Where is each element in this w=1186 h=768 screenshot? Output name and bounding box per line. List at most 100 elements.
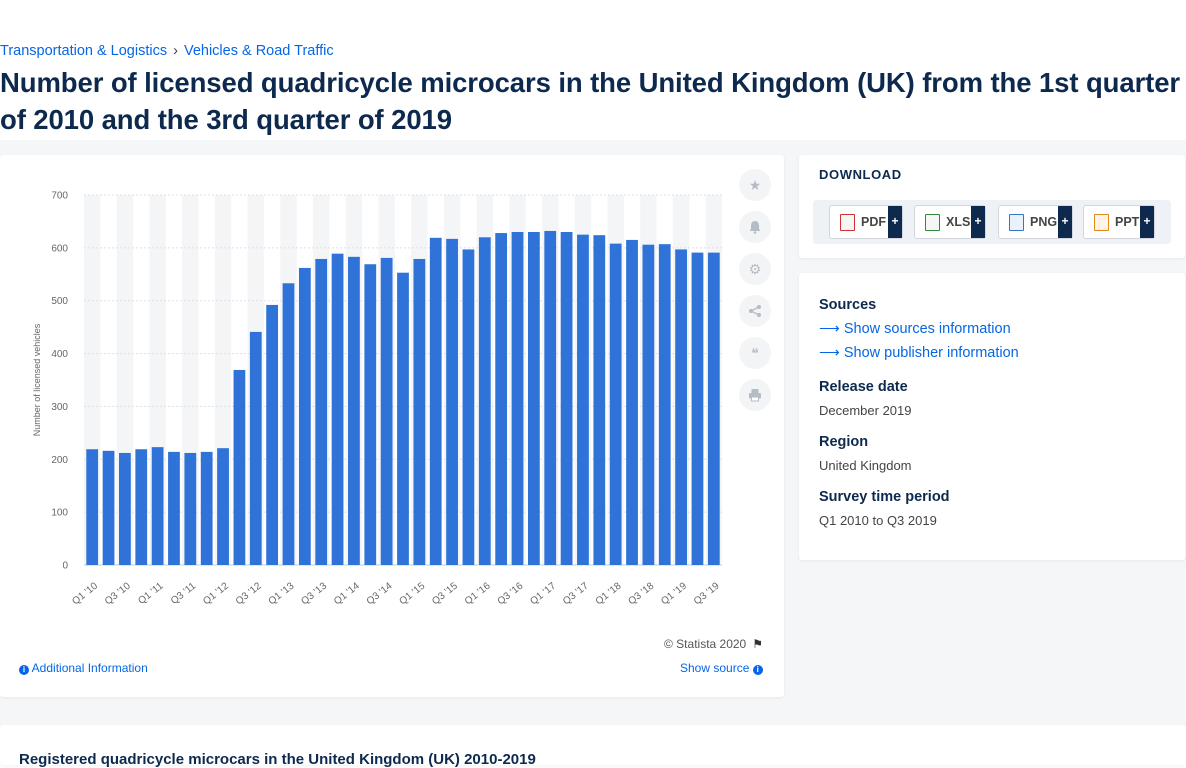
y-tick-label: 200 <box>51 455 68 466</box>
breadcrumb-separator: › <box>173 43 178 59</box>
show-source-link[interactable]: Show source i <box>680 661 763 675</box>
download-buttons-row: PDF + XLS + PNG + PPT + <box>813 200 1171 244</box>
release-date-label: Release date <box>819 379 908 395</box>
region-label: Region <box>819 434 869 450</box>
bar[interactable] <box>266 304 279 565</box>
gear-icon[interactable]: ⚙ <box>739 253 771 285</box>
bar[interactable] <box>544 230 557 565</box>
share-icon[interactable] <box>739 295 771 327</box>
bar[interactable] <box>511 232 524 565</box>
x-tick-label: Q3 '15 <box>430 580 460 607</box>
bar[interactable] <box>642 244 655 565</box>
y-tick-label: 300 <box>51 402 68 413</box>
x-tick-label: Q1 '12 <box>201 580 231 607</box>
ppt-label: PPT <box>1115 215 1140 229</box>
survey-period-label: Survey time period <box>819 489 950 505</box>
y-tick-label: 100 <box>51 508 68 519</box>
png-plus-icon[interactable]: + <box>1058 206 1072 238</box>
bar[interactable] <box>593 235 606 565</box>
copyright-notice: © Statista 2020 ⚑ <box>664 637 763 651</box>
bar[interactable] <box>691 252 704 565</box>
additional-information-link[interactable]: i Additional Information <box>19 661 148 675</box>
info-icon: i <box>752 665 763 675</box>
show-publisher-label: Show publisher information <box>843 345 1019 361</box>
x-tick-label: Q1 '13 <box>267 580 297 607</box>
png-file-icon <box>1009 213 1024 231</box>
download-png-button[interactable]: PNG + <box>998 205 1073 239</box>
bar[interactable] <box>86 449 99 565</box>
bar[interactable] <box>577 234 589 565</box>
bar[interactable] <box>184 452 197 565</box>
show-sources-label: Show sources information <box>843 321 1011 337</box>
bar[interactable] <box>429 237 442 566</box>
bar[interactable] <box>478 237 491 565</box>
x-tick-label: Q3 '10 <box>103 580 133 607</box>
bar[interactable] <box>217 448 229 565</box>
bar[interactable] <box>609 243 622 565</box>
bar[interactable] <box>658 244 671 565</box>
bar[interactable] <box>446 238 458 565</box>
additional-information-label: Additional Information <box>31 661 148 675</box>
x-tick-label: Q1 '15 <box>397 580 427 607</box>
download-xls-button[interactable]: XLS + <box>914 205 986 239</box>
x-tick-label: Q3 '12 <box>234 580 264 607</box>
info-card: Sources ⟶ Show sources information ⟶ Sho… <box>799 273 1185 560</box>
bar[interactable] <box>200 451 213 565</box>
x-tick-label: Q1 '19 <box>659 580 689 607</box>
pdf-label: PDF <box>861 215 886 229</box>
png-label: PNG <box>1030 215 1058 229</box>
bar[interactable] <box>298 267 311 565</box>
bar[interactable] <box>151 447 164 565</box>
x-tick-label: Q3 '17 <box>561 580 591 607</box>
show-publisher-link[interactable]: ⟶ Show publisher information <box>819 345 1019 361</box>
breadcrumb-transportation-logistics[interactable]: Transportation & Logistics <box>0 43 168 59</box>
show-sources-link[interactable]: ⟶ Show sources information <box>819 321 1011 337</box>
bar[interactable] <box>282 283 295 565</box>
y-tick-label: 0 <box>62 561 68 572</box>
page-title: Number of licensed quadricycle microcars… <box>0 67 1181 135</box>
copyright-text: © Statista 2020 <box>664 637 747 651</box>
x-tick-label: Q3 '16 <box>496 580 526 607</box>
bar[interactable] <box>102 450 115 565</box>
ppt-file-icon <box>1094 213 1109 231</box>
x-tick-label: Q1 '10 <box>70 580 100 607</box>
bar[interactable] <box>560 232 573 565</box>
region-value: United Kingdom <box>819 458 912 473</box>
star-icon[interactable]: ★ <box>739 169 771 201</box>
pdf-plus-icon[interactable]: + <box>888 206 902 238</box>
breadcrumb-vehicles-road-traffic[interactable]: Vehicles & Road Traffic <box>183 43 334 59</box>
bar[interactable] <box>331 253 344 565</box>
bar[interactable] <box>527 232 540 565</box>
bar[interactable] <box>119 452 131 565</box>
bar[interactable] <box>380 257 393 565</box>
sources-label: Sources <box>819 297 877 313</box>
bar[interactable] <box>168 451 180 565</box>
flag-icon[interactable]: ⚑ <box>752 637 763 651</box>
bar[interactable] <box>233 369 246 565</box>
x-tick-label: Q3 '14 <box>365 580 395 607</box>
xls-plus-icon[interactable]: + <box>971 206 985 238</box>
bar[interactable] <box>348 256 360 565</box>
arrow-right-icon: ⟶ <box>819 345 840 361</box>
bar[interactable] <box>135 449 148 565</box>
bar[interactable] <box>626 239 638 565</box>
download-ppt-button[interactable]: PPT + <box>1083 205 1155 239</box>
bar[interactable] <box>249 331 262 565</box>
arrow-right-icon: ⟶ <box>819 321 840 337</box>
bell-icon[interactable] <box>739 211 771 243</box>
x-tick-label: Q1 '17 <box>528 580 558 607</box>
bar[interactable] <box>397 272 409 565</box>
quote-icon[interactable]: ❝ <box>739 337 771 369</box>
download-pdf-button[interactable]: PDF + <box>829 205 903 239</box>
bar[interactable] <box>675 249 687 565</box>
bar[interactable] <box>315 258 328 565</box>
bar[interactable] <box>495 233 508 566</box>
bar[interactable] <box>413 258 426 565</box>
bar[interactable] <box>707 252 720 565</box>
ppt-plus-icon[interactable]: + <box>1140 206 1154 238</box>
print-icon[interactable] <box>739 379 771 411</box>
y-tick-label: 700 <box>51 191 68 202</box>
bar[interactable] <box>462 249 475 565</box>
bar[interactable] <box>364 264 377 565</box>
